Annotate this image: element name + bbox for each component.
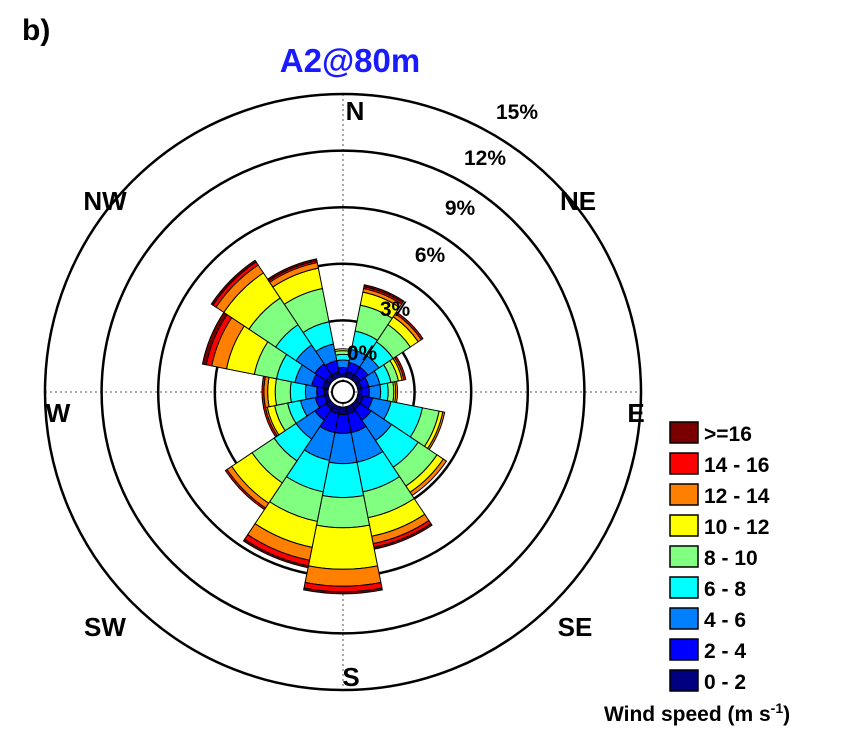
sector-segment <box>303 587 383 595</box>
radial-tick-label: 3% <box>380 298 411 321</box>
direction-label-e: E <box>627 398 644 428</box>
radial-ring <box>100 149 586 635</box>
legend-swatch <box>669 514 699 537</box>
legend-swatch <box>669 452 699 475</box>
legend-swatch <box>669 483 699 506</box>
sector-segment <box>363 284 405 304</box>
legend-label: 6 - 8 <box>704 578 746 601</box>
radial-ring <box>43 92 643 692</box>
sector-segment <box>267 376 278 408</box>
wind-sectors <box>201 258 448 595</box>
sector-segment <box>307 524 379 570</box>
legend-title-main: Wind speed (m s <box>604 703 771 726</box>
direction-label-nw: NW <box>83 186 127 216</box>
legend-title: Wind speed (m s-1) <box>604 700 790 727</box>
legend-label: 0 - 2 <box>704 671 746 694</box>
legend-swatch <box>669 607 699 630</box>
sector-segment <box>321 461 365 498</box>
radial-tick-label: 6% <box>415 244 446 267</box>
chart-labels: 0%3% 6% 9% 12% 15% N NE E SE S SW W NW <box>46 96 645 692</box>
legend-label: 2 - 4 <box>704 640 746 663</box>
direction-label-w: W <box>46 398 71 428</box>
direction-label-se: SE <box>558 612 593 642</box>
radial-tick-label: 12% <box>464 147 506 170</box>
sector-segment <box>394 311 424 341</box>
radial-grid <box>43 92 643 692</box>
legend-label: 8 - 10 <box>704 547 758 570</box>
panel-label: b) <box>22 14 51 47</box>
legend-label: 10 - 12 <box>704 516 769 539</box>
legend-label: 12 - 14 <box>704 485 770 508</box>
legend-label: 4 - 6 <box>704 609 746 632</box>
direction-label-ne: NE <box>560 186 596 216</box>
radial-tick-label: 15% <box>496 101 538 124</box>
legend-label: 14 - 16 <box>704 454 769 477</box>
direction-label-n: N <box>346 96 365 126</box>
legend-title-end: ) <box>783 703 791 726</box>
radial-tick-label: 9% <box>445 197 476 220</box>
legend-title-superscript: -1 <box>770 700 784 716</box>
legend-swatch <box>669 421 699 444</box>
legend-swatch <box>669 669 699 692</box>
sector-segment <box>393 355 407 381</box>
sector-segment <box>386 381 395 403</box>
legend-swatch <box>669 545 699 568</box>
sector-segment <box>315 494 371 529</box>
chart-title: A2@80m <box>279 42 421 79</box>
sector-segment <box>210 259 257 306</box>
legend-swatch <box>669 638 699 661</box>
sector-segment <box>289 381 307 403</box>
center-hole <box>331 380 355 404</box>
sector-segment <box>224 468 267 511</box>
legend-label: >=16 <box>704 423 752 446</box>
sector-segment <box>379 382 389 402</box>
radial-tick-label: 0% <box>347 342 378 365</box>
direction-label-sw: SW <box>84 612 126 642</box>
sector-segment <box>274 378 292 406</box>
sector-segment <box>242 538 310 569</box>
legend: >=16 14 - 16 12 - 14 10 - 12 8 - 10 6 - 8 4 - … <box>669 421 770 694</box>
direction-label-s: S <box>342 662 359 692</box>
sector-segment <box>266 258 318 282</box>
sector-segment <box>304 565 382 587</box>
legend-swatch <box>669 576 699 599</box>
